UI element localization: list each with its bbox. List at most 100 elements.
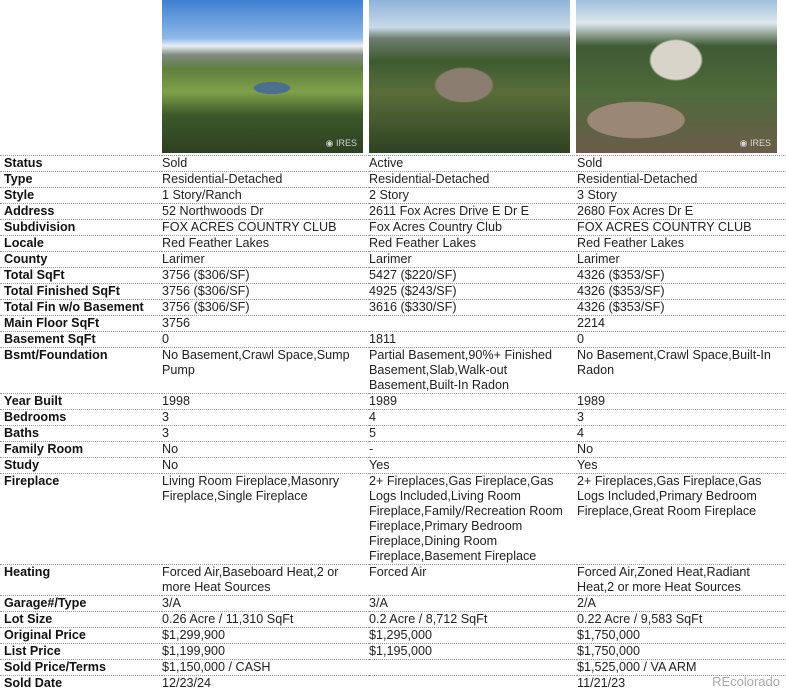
property-3-value: No Basement,Crawl Space,Built-In Radon: [577, 347, 786, 394]
property-3-value: 4326 ($353/SF): [577, 267, 786, 284]
property-2-value: 0.2 Acre / 8,712 SqFt: [369, 611, 577, 628]
property-3-value: $1,750,000: [577, 643, 786, 660]
row-label: Main Floor SqFt: [0, 315, 162, 332]
property-1-value: $1,150,000 / CASH: [162, 659, 369, 676]
property-3-value: 2680 Fox Acres Dr E: [577, 203, 786, 220]
property-3-value: 4326 ($353/SF): [577, 299, 786, 316]
table-row: Status Sold Active Sold: [0, 155, 786, 172]
row-label: Total SqFt: [0, 267, 162, 284]
property-2-value: -: [369, 441, 577, 458]
property-2-value: Red Feather Lakes: [369, 235, 577, 252]
property-1-value: 1 Story/Ranch: [162, 187, 369, 204]
table-row: Subdivision FOX ACRES COUNTRY CLUB Fox Acr…: [0, 219, 786, 236]
table-row: Total Finished SqFt 3756 ($306/SF) 4925 ($…: [0, 283, 786, 300]
table-row: Original Price $1,299,900 $1,295,000 $1,750…: [0, 627, 786, 644]
property-1-value: 52 Northwoods Dr: [162, 203, 369, 220]
table-row: Total SqFt 3756 ($306/SF) 5427 ($220/SF) 43…: [0, 267, 786, 284]
property-1-value: Living Room Fireplace,Masonry Fireplace,…: [162, 473, 369, 565]
property-3-value: FOX ACRES COUNTRY CLUB: [577, 219, 786, 236]
property-1-value: 3: [162, 409, 369, 426]
property-2-value: 1989: [369, 393, 577, 410]
property-3-value: 3 Story: [577, 187, 786, 204]
property-2-value: Partial Basement,90%+ Finished Basement,…: [369, 347, 577, 394]
property-1-value: Forced Air,Baseboard Heat,2 or more Heat…: [162, 564, 369, 596]
row-label: Heating: [0, 564, 162, 596]
table-row: Sold Date 12/23/24 11/21/23: [0, 675, 786, 691]
table-row: Sold Price/Terms $1,150,000 / CASH $1,525,…: [0, 659, 786, 676]
table-row: Locale Red Feather Lakes Red Feather Lakes…: [0, 235, 786, 252]
property-2-value: Forced Air: [369, 564, 577, 596]
property-3-value: 4326 ($353/SF): [577, 283, 786, 300]
property-3-value: 2+ Fireplaces,Gas Fireplace,Gas Logs Inc…: [577, 473, 786, 565]
property-2-value: $1,195,000: [369, 643, 577, 660]
table-row: Baths 3 5 4: [0, 425, 786, 442]
table-row: Address 52 Northwoods Dr 2611 Fox Acres Dr…: [0, 203, 786, 220]
row-label: Locale: [0, 235, 162, 252]
property-3-value: 3: [577, 409, 786, 426]
property-2-value: 4925 ($243/SF): [369, 283, 577, 300]
row-label: Status: [0, 155, 162, 172]
property-3-value: $1,525,000 / VA ARM: [577, 659, 786, 676]
property-2-value: 4: [369, 409, 577, 426]
table-row: Heating Forced Air,Baseboard Heat,2 or mo…: [0, 564, 786, 596]
property-1-value: Red Feather Lakes: [162, 235, 369, 252]
property-2-value: 5427 ($220/SF): [369, 267, 577, 284]
row-label: Original Price: [0, 627, 162, 644]
property-3-value: 0: [577, 331, 786, 348]
table-row: Lot Size 0.26 Acre / 11,310 SqFt 0.2 Acre …: [0, 611, 786, 628]
property-3-value: $1,750,000: [577, 627, 786, 644]
table-row: Garage#/Type 3/A 3/A 2/A: [0, 595, 786, 612]
table-row: County Larimer Larimer Larimer: [0, 251, 786, 268]
property-3-value: 2214: [577, 315, 786, 332]
row-label: Style: [0, 187, 162, 204]
property-1-value: 12/23/24: [162, 675, 369, 691]
property-2-value: Larimer: [369, 251, 577, 268]
row-label: Type: [0, 171, 162, 188]
table-row: Family Room No - No: [0, 441, 786, 458]
property-3-value: Sold: [577, 155, 786, 172]
row-label: Year Built: [0, 393, 162, 410]
property-1-value: 3756: [162, 315, 369, 332]
watermark-logo: ◉ IRES: [739, 138, 771, 148]
row-label: Sold Price/Terms: [0, 659, 162, 676]
property-1-value: No: [162, 441, 369, 458]
watermark-logo: ◉ IRES: [325, 138, 357, 148]
row-label: Lot Size: [0, 611, 162, 628]
property-2-value: Residential-Detached: [369, 171, 577, 188]
property-photo-3[interactable]: ◉ IRES: [576, 0, 777, 153]
property-3-value: Larimer: [577, 251, 786, 268]
property-3-value: 1989: [577, 393, 786, 410]
property-1-value: Sold: [162, 155, 369, 172]
property-1-value: FOX ACRES COUNTRY CLUB: [162, 219, 369, 236]
property-2-value: [369, 675, 577, 691]
table-row: Basement SqFt 0 1811 0: [0, 331, 786, 348]
property-1-value: $1,199,900: [162, 643, 369, 660]
property-1-value: No: [162, 457, 369, 474]
property-1-value: Residential-Detached: [162, 171, 369, 188]
property-2-value: Fox Acres Country Club: [369, 219, 577, 236]
row-label: Bsmt/Foundation: [0, 347, 162, 394]
property-2-value: Yes: [369, 457, 577, 474]
property-2-value: 1811: [369, 331, 577, 348]
property-2-value: 2 Story: [369, 187, 577, 204]
row-label: Baths: [0, 425, 162, 442]
row-label: Address: [0, 203, 162, 220]
table-row: Type Residential-Detached Residential-Deta…: [0, 171, 786, 188]
property-1-value: 0: [162, 331, 369, 348]
property-photo-2[interactable]: [369, 0, 570, 153]
property-3-value: 0.22 Acre / 9,583 SqFt: [577, 611, 786, 628]
property-photos: ◉ IRES ◉ IRES: [0, 0, 786, 154]
table-row: Bsmt/Foundation No Basement,Crawl Space,S…: [0, 347, 786, 394]
property-2-value: 2+ Fireplaces,Gas Fireplace,Gas Logs Inc…: [369, 473, 577, 565]
row-label: List Price: [0, 643, 162, 660]
row-label: Basement SqFt: [0, 331, 162, 348]
property-photo-1[interactable]: ◉ IRES: [162, 0, 363, 153]
property-1-value: 3756 ($306/SF): [162, 299, 369, 316]
property-1-value: 3756 ($306/SF): [162, 283, 369, 300]
row-label: Total Fin w/o Basement: [0, 299, 162, 316]
property-2-value: 3/A: [369, 595, 577, 612]
property-2-value: $1,295,000: [369, 627, 577, 644]
property-1-value: 1998: [162, 393, 369, 410]
row-label: County: [0, 251, 162, 268]
table-row: List Price $1,199,900 $1,195,000 $1,750,000: [0, 643, 786, 660]
